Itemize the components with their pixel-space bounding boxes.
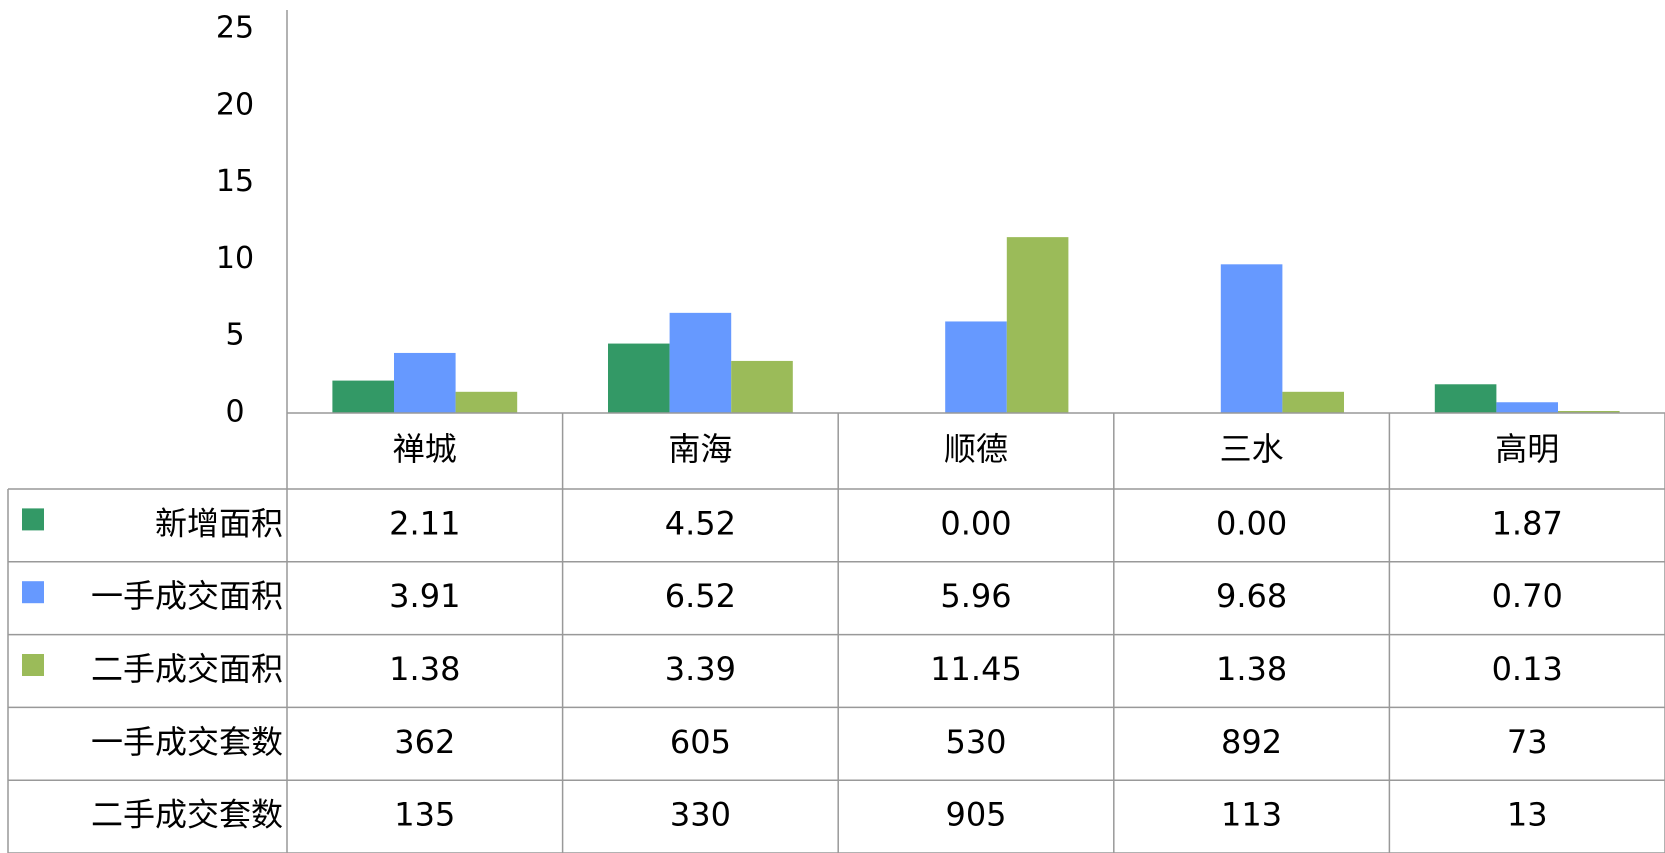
table-cell: 892 [1221,723,1282,761]
table-cell: 73 [1507,723,1548,761]
legend-key [22,581,44,604]
bar [455,391,518,413]
table-cell: 113 [1221,796,1282,834]
table-cell: 0.00 [1216,504,1287,542]
table-cell: 11.45 [930,650,1022,688]
legend-label: 一手成交面积 [91,577,283,615]
bar [1558,411,1620,413]
y-tick-label: 20 [216,87,254,122]
legend-label: 新增面积 [155,504,283,542]
x-tick-label: 三水 [1220,430,1284,468]
y-tick-label: 15 [216,164,254,199]
table-cell: 2.11 [389,504,460,542]
table-cell: 6.52 [665,577,736,615]
table-cell: 0.00 [940,504,1011,542]
bar [1006,237,1069,413]
y-tick-label: 10 [216,241,254,276]
table-cell: 1.87 [1492,504,1563,542]
legend-label: 一手成交套数 [91,723,283,761]
y-tick-label: 5 [225,318,244,353]
bar [1220,264,1283,413]
x-tick-label: 高明 [1495,430,1559,468]
bar [394,352,456,413]
bar [731,360,793,413]
table-cell: 3.91 [389,577,460,615]
bar [1282,391,1344,413]
bar [608,343,670,413]
y-tick-label: 0 [225,395,244,430]
table-cell: 530 [945,723,1006,761]
legend-key [22,508,44,531]
table-cell: 905 [945,796,1006,834]
y-tick-label: 25 [216,11,254,46]
legend-label: 二手成交面积 [91,650,283,688]
table-cell: 4.52 [665,504,736,542]
bar [1496,402,1558,413]
bar [669,312,732,413]
table-cell: 0.70 [1492,577,1563,615]
table-cell: 0.13 [1492,650,1563,688]
bar [1434,384,1497,413]
x-tick-label: 禅城 [393,430,457,468]
x-tick-label: 顺德 [944,430,1008,468]
x-tick-label: 南海 [668,430,732,468]
table-cell: 135 [394,796,455,834]
table-cell: 1.38 [389,650,460,688]
table-cell: 1.38 [1216,650,1287,688]
table-cell: 605 [670,723,731,761]
table-cell: 362 [394,723,455,761]
bar [332,380,394,413]
table-cell: 5.96 [940,577,1011,615]
table-cell: 13 [1507,796,1548,834]
table-cell: 9.68 [1216,577,1287,615]
table-cell: 330 [670,796,731,834]
table-cell: 3.39 [665,650,736,688]
legend-key [22,654,44,676]
legend-label: 二手成交套数 [91,796,283,834]
bar [945,321,1007,413]
